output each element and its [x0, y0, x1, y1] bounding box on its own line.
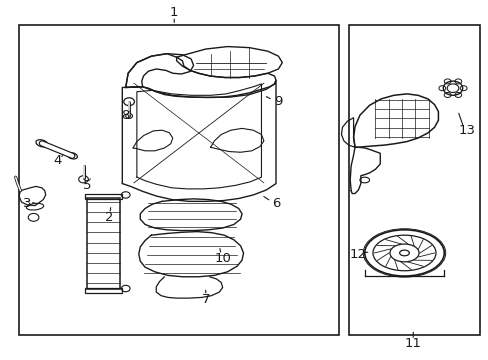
Text: 2: 2 [105, 211, 114, 224]
Bar [84, 194, 122, 198]
Text: 9: 9 [274, 95, 282, 108]
Text: 12: 12 [349, 248, 366, 261]
Text: 10: 10 [214, 252, 231, 265]
Bar [84, 288, 122, 293]
Text: 1: 1 [170, 6, 178, 19]
Text: 13: 13 [458, 124, 475, 137]
Text: 3: 3 [23, 197, 32, 210]
Text: 4: 4 [54, 154, 62, 167]
Text: 6: 6 [271, 197, 280, 210]
Text: 8: 8 [122, 109, 130, 122]
Text: 11: 11 [404, 337, 421, 350]
Bar [19, 25, 338, 335]
Bar [87, 198, 120, 288]
Bar [348, 25, 479, 335]
Text: 5: 5 [82, 179, 91, 192]
Text: 7: 7 [201, 293, 209, 306]
